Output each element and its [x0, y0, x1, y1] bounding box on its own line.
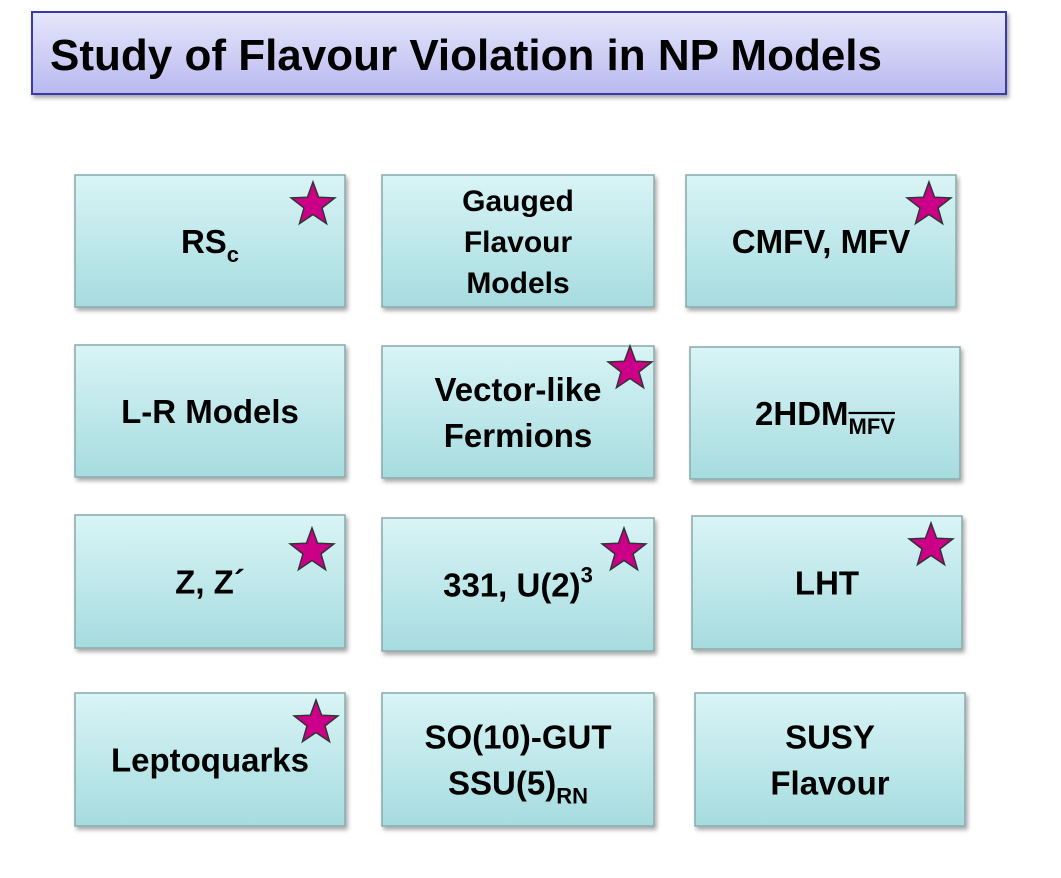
box-label: Models	[466, 267, 569, 300]
box	[694, 692, 966, 827]
label-text: Fermions	[444, 417, 593, 454]
label-text: Leptoquarks	[111, 741, 309, 778]
label-text: Vector-like	[435, 371, 602, 408]
model-box: Vector-like Fermions	[381, 345, 655, 479]
label-text: Flavour	[464, 226, 573, 259]
model-box: 2HDMMFV	[689, 346, 961, 480]
box-label: Vector-like	[435, 371, 602, 408]
label-text: SO(10)-GUT	[424, 718, 611, 755]
box-label: Fermions	[444, 417, 593, 454]
label-text: CMFV, MFV	[732, 223, 910, 260]
label-text: 2HDM	[755, 395, 849, 432]
box-label: Gauged	[462, 185, 574, 218]
box-label: RSc	[181, 223, 239, 267]
label-text: Gauged	[462, 185, 574, 218]
model-box: Z, Z´	[74, 514, 346, 649]
box-label: 2HDMMFV	[755, 395, 895, 439]
box	[381, 174, 655, 308]
subscript: RN	[556, 783, 588, 808]
model-box: LHT	[691, 515, 963, 650]
model-box: CMFV, MFV	[685, 174, 957, 308]
box-label: SUSY	[785, 718, 875, 755]
subscript: MFV	[849, 414, 896, 439]
model-box: SO(10)-GUT SSU(5)RN	[381, 692, 655, 827]
box-label: Leptoquarks	[111, 741, 309, 778]
superscript: 3	[581, 562, 593, 587]
model-box: L-R Models	[74, 344, 346, 478]
label-text: RS	[181, 223, 227, 260]
box	[381, 517, 655, 652]
box-label: SSU(5)RN	[448, 764, 588, 808]
box-label: Z, Z´	[175, 563, 245, 600]
box	[381, 345, 655, 479]
box-label: LHT	[795, 564, 859, 601]
label-text: 331, U(2)	[443, 566, 581, 603]
box-label: Flavour	[770, 764, 889, 801]
label-text: SSU(5)	[448, 764, 556, 801]
box	[74, 344, 346, 478]
model-box: SUSY Flavour	[694, 692, 966, 827]
box	[381, 692, 655, 827]
box-label: CMFV, MFV	[732, 223, 910, 260]
box-label: Flavour	[464, 226, 573, 259]
label-text: LHT	[795, 564, 859, 601]
model-box: RSc	[74, 174, 346, 308]
box-label: SO(10)-GUT	[424, 718, 611, 755]
label-text: Z, Z´	[175, 563, 245, 600]
title: Study of Flavour Violation in NP Models	[50, 31, 882, 80]
box-grid: RSc Gauged Flavour Models CMFV, MFV L-R Model…	[74, 174, 966, 827]
label-text: L-R Models	[121, 393, 299, 430]
label-text: Models	[466, 267, 569, 300]
label-text: SUSY	[785, 718, 875, 755]
model-box: 331, U(2)3	[381, 517, 655, 652]
subscript: c	[227, 242, 239, 267]
title-box	[31, 11, 1007, 95]
box-label: 331, U(2)3	[443, 562, 593, 603]
box	[689, 346, 961, 480]
box	[685, 174, 957, 308]
model-box: Leptoquarks	[74, 692, 346, 827]
model-box: Gauged Flavour Models	[381, 174, 655, 308]
label-text: Flavour	[770, 764, 889, 801]
box-label: L-R Models	[121, 393, 299, 430]
box	[74, 514, 346, 649]
